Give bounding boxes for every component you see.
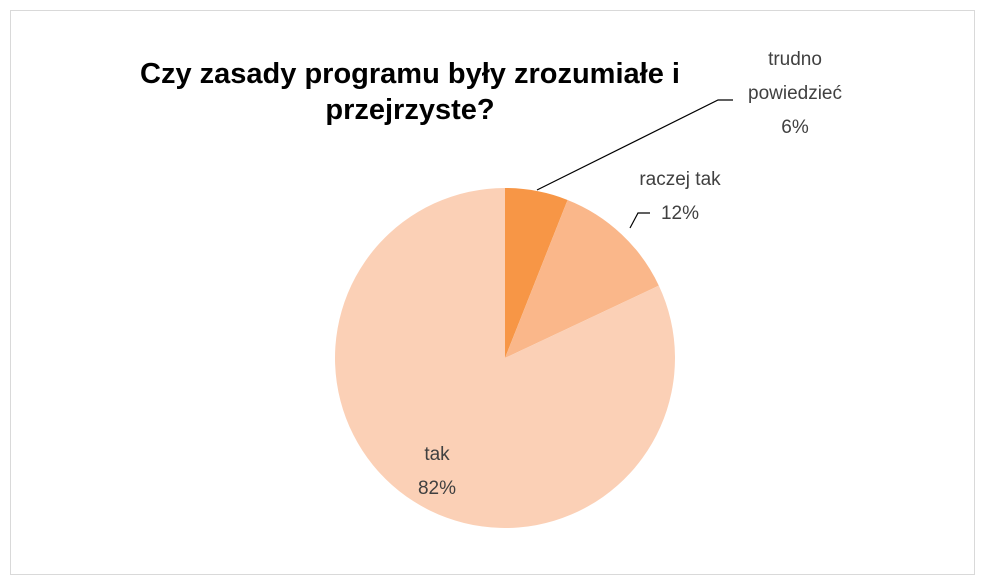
category-label: tak [424, 444, 450, 465]
leader-line [536, 99, 733, 191]
value-label: 6% [781, 117, 809, 138]
value-label: 82% [417, 478, 457, 499]
pie-slice [335, 188, 676, 528]
chart-title: Czy zasady programu były zrozumiałe i pr… [140, 58, 680, 126]
category-label: trudno powiedzieć [748, 49, 842, 104]
value-label: 12% [660, 203, 700, 224]
data-label: trudno powiedzieć 6% [735, 43, 855, 145]
leader-line [629, 212, 650, 229]
pie-slice [505, 188, 568, 358]
pie-slice [505, 199, 659, 358]
data-label: raczej tak 12% [615, 163, 745, 231]
category-label: raczej tak [639, 169, 721, 190]
data-label: tak 82% [377, 438, 497, 506]
